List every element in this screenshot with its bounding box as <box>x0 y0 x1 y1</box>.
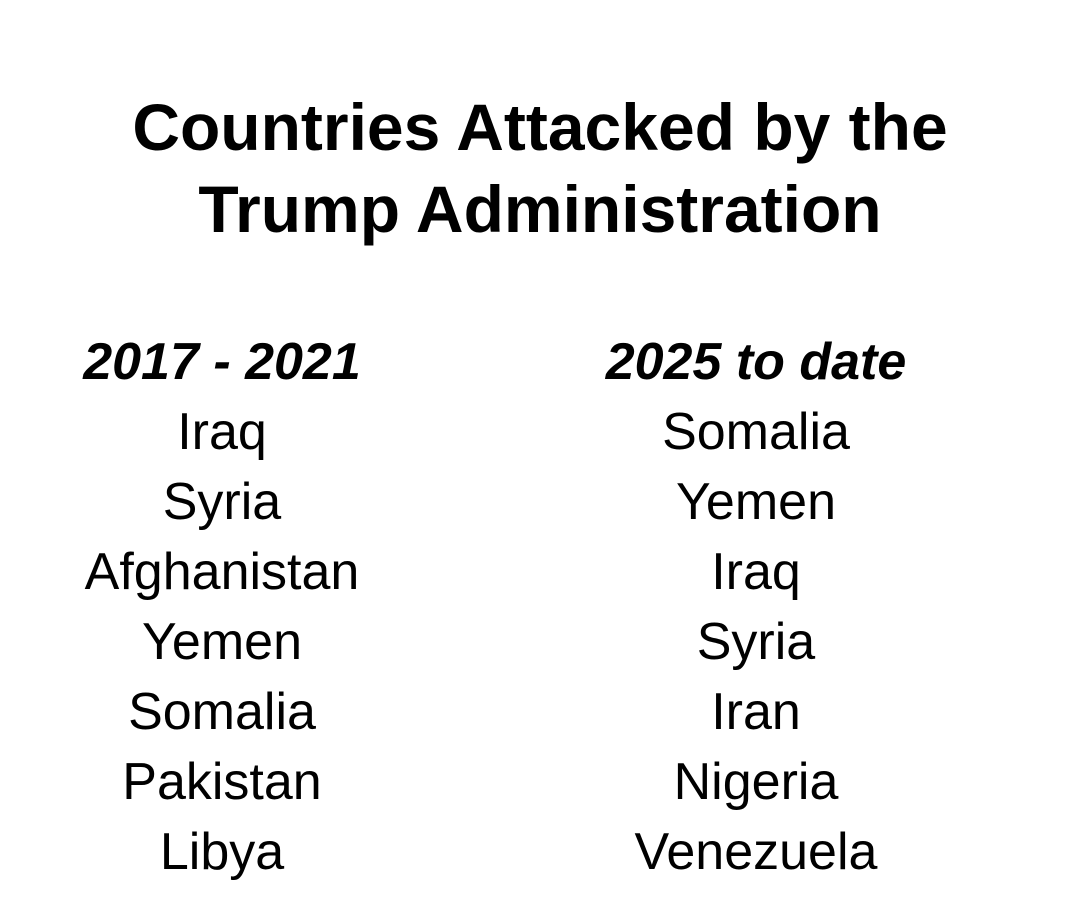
list-item: Yemen <box>676 473 836 531</box>
list-item: Nigeria <box>673 753 839 811</box>
title-line-1: Countries Attacked by the <box>132 90 948 164</box>
column-header-2025-to-date: 2025 to date <box>605 333 907 391</box>
list-item: Syria <box>162 473 282 531</box>
list-item: Syria <box>696 613 816 671</box>
list-item: Iran <box>711 683 801 741</box>
list-item: Libya <box>159 823 285 881</box>
list-item: Yemen <box>142 613 302 671</box>
list-item: Afghanistan <box>84 543 360 601</box>
title-line-2: Trump Administration <box>198 172 882 246</box>
list-item: Venezuela <box>634 823 878 881</box>
list-item: Pakistan <box>122 753 322 811</box>
page-title: Countries Attacked by the Trump Administ… <box>0 86 1080 250</box>
column-2025-to-date: 2025 to date Somalia Yemen Iraq Syria Ir… <box>561 327 951 887</box>
column-2017-2021: 2017 - 2021 Iraq Syria Afghanistan Yemen… <box>27 327 417 887</box>
column-header-2017-2021: 2017 - 2021 <box>83 333 361 391</box>
list-item: Iraq <box>177 403 267 461</box>
list-item: Somalia <box>662 403 850 461</box>
list-item: Iraq <box>711 543 801 601</box>
list-item: Somalia <box>128 683 316 741</box>
